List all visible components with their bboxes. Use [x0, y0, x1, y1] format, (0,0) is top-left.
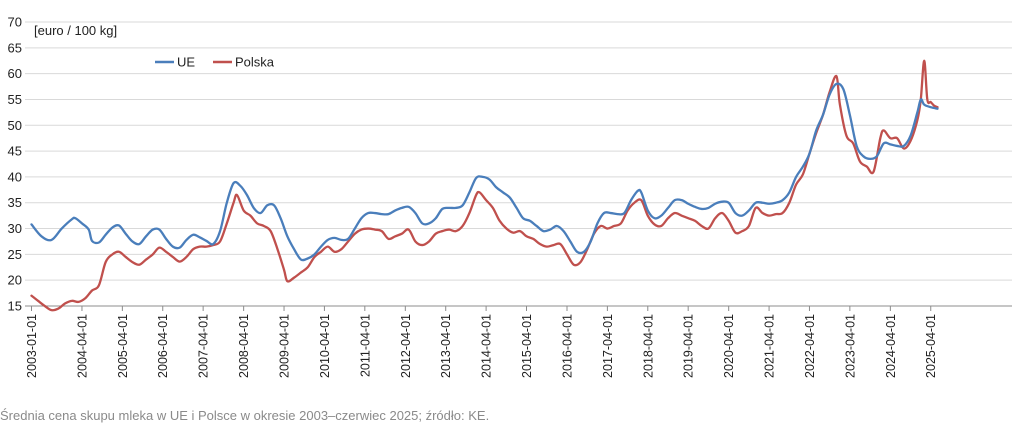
y-tick-label: 70 [8, 15, 22, 30]
x-tick-label: 2025-04-01 [924, 314, 938, 378]
x-tick-label: 2015-04-01 [520, 314, 534, 378]
y-tick-label: 35 [8, 195, 22, 210]
y-tick-label: 45 [8, 144, 22, 159]
x-tick-label: 2020-04-01 [722, 314, 736, 378]
x-tick-label: 2017-04-01 [601, 314, 615, 378]
series-line-ue [30, 82, 939, 262]
milk-price-chart: 15 20 25 30 35 40 45 50 55 60 65 70 2003-01-01 2004-… [8, 15, 1012, 378]
legend-label-ue: UE [177, 55, 195, 70]
x-tick-label: 2022-04-01 [803, 314, 817, 378]
x-tick-label: 2023-04-01 [843, 314, 857, 378]
y-tick-label: 40 [8, 169, 22, 184]
y-tick-label: 65 [8, 40, 22, 55]
x-tick-label: 2018-04-01 [641, 314, 655, 378]
grid-lines [25, 21, 1012, 281]
y-axis-ticks: 15 20 25 30 35 40 45 50 55 60 65 70 [8, 15, 22, 314]
unit-label: [euro / 100 kg] [34, 23, 117, 38]
y-tick-label: 60 [8, 66, 22, 81]
legend-label-polska: Polska [235, 55, 275, 70]
x-tick-label: 2014-04-01 [480, 314, 494, 378]
x-tick-label: 2013-04-01 [439, 314, 453, 378]
x-tick-label: 2012-04-01 [399, 314, 413, 378]
x-tick-label: 2007-04-01 [197, 314, 211, 378]
x-axis: 2003-01-01 2004-04-01 2005-04-01 2006-04-01… [25, 305, 1012, 378]
x-tick-label: 2010-04-01 [318, 314, 332, 378]
y-tick-label: 30 [8, 221, 22, 236]
x-tick-label: 2021-04-01 [763, 314, 777, 378]
legend: UE Polska [155, 55, 275, 70]
y-tick-label: 55 [8, 92, 22, 107]
x-tick-label: 2004-04-01 [75, 314, 89, 378]
x-tick-label: 2024-04-01 [884, 314, 898, 378]
y-tick-label: 15 [8, 299, 22, 314]
x-tick-label: 2009-04-01 [278, 314, 292, 378]
y-tick-label: 25 [8, 247, 22, 262]
y-tick-label: 20 [8, 273, 22, 288]
figure-caption: Średnia cena skupu mleka w UE i Polsce w… [0, 408, 490, 423]
series-line-polska [30, 59, 939, 312]
x-tick-label: 2006-04-01 [156, 314, 170, 378]
x-tick-label: 2016-04-01 [560, 314, 574, 378]
x-tick-label: 2005-04-01 [116, 314, 130, 378]
series-lines [30, 59, 939, 312]
x-tick-label: 2011-04-01 [358, 314, 372, 377]
y-tick-label: 50 [8, 118, 22, 133]
x-tick-label: 2003-01-01 [25, 314, 39, 378]
x-tick-label: 2019-04-01 [682, 314, 696, 378]
x-tick-label: 2008-04-01 [237, 314, 251, 378]
